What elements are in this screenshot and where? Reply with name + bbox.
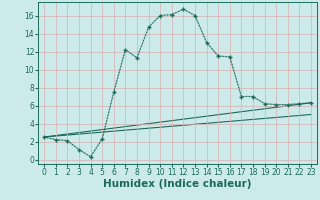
X-axis label: Humidex (Indice chaleur): Humidex (Indice chaleur) (103, 179, 252, 189)
